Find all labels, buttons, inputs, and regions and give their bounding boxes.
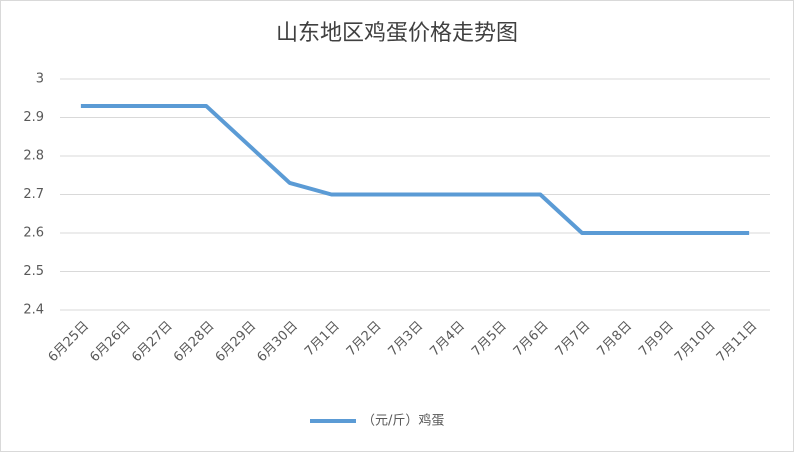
chart-title: 山东地区鸡蛋价格走势图: [276, 21, 518, 46]
legend-label: （元/斤）鸡蛋: [362, 413, 444, 429]
y-tick-label: 2.6: [23, 226, 44, 241]
y-tick-label: 2.8: [23, 149, 44, 164]
y-tick-label: 3: [36, 72, 44, 87]
series-line: [80, 103, 750, 235]
y-tick-label: 2.7: [23, 187, 44, 202]
y-tick-label: 2.5: [23, 264, 44, 279]
y-tick-label: 2.4: [23, 303, 44, 318]
y-tick-label: 2.9: [23, 110, 44, 125]
